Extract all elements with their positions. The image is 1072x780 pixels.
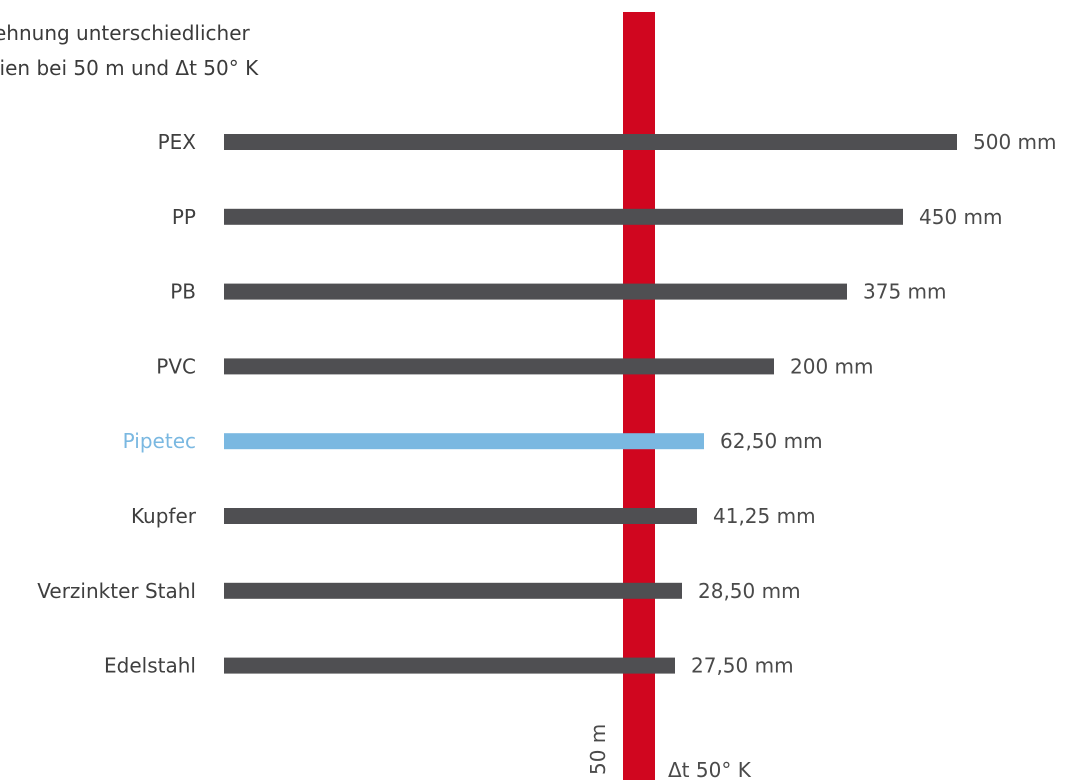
category-label-verzinkter-stahl: Verzinkter Stahl <box>37 579 196 603</box>
bars: PEX 500 mm PP 450 mm PB 375 mm PVC 200 mm Pipete… <box>37 130 1056 678</box>
bar-verzinkter-stahl <box>224 582 682 599</box>
reference-temperature-label: Δt 50° K <box>668 758 752 780</box>
bar-pex <box>224 134 957 150</box>
value-label-pipetec: 62,50 mm <box>720 429 823 453</box>
bar-edelstahl <box>224 657 675 674</box>
bar-kupfer <box>224 508 697 524</box>
category-label-edelstahl: Edelstahl <box>104 654 196 678</box>
bar-pb <box>224 283 847 300</box>
category-label-pvc: PVC <box>156 354 196 378</box>
chart-title-line-1: ehnung unterschiedlicher <box>0 21 251 45</box>
category-label-pb: PB <box>170 280 196 304</box>
category-label-kupfer: Kupfer <box>131 504 197 528</box>
bar-pipetec <box>224 433 704 450</box>
value-label-kupfer: 41,25 mm <box>713 504 816 528</box>
value-label-verzinkter-stahl: 28,50 mm <box>698 579 801 603</box>
category-label-pex: PEX <box>158 130 197 154</box>
chart-title-line-2: lien bei 50 m und Δt 50° K <box>0 56 259 80</box>
value-label-pp: 450 mm <box>919 205 1003 229</box>
chart-title: ehnung unterschiedlicher lien bei 50 m u… <box>0 21 259 80</box>
reference-length-label: 50 m <box>586 724 610 775</box>
value-label-pex: 500 mm <box>973 130 1057 154</box>
value-label-pb: 375 mm <box>863 280 947 304</box>
bar-pp <box>224 208 903 225</box>
value-label-edelstahl: 27,50 mm <box>691 654 794 678</box>
category-label-pipetec: Pipetec <box>123 429 196 453</box>
bar-pvc <box>224 358 774 375</box>
category-label-pp: PP <box>172 205 196 229</box>
value-label-pvc: 200 mm <box>790 354 874 378</box>
